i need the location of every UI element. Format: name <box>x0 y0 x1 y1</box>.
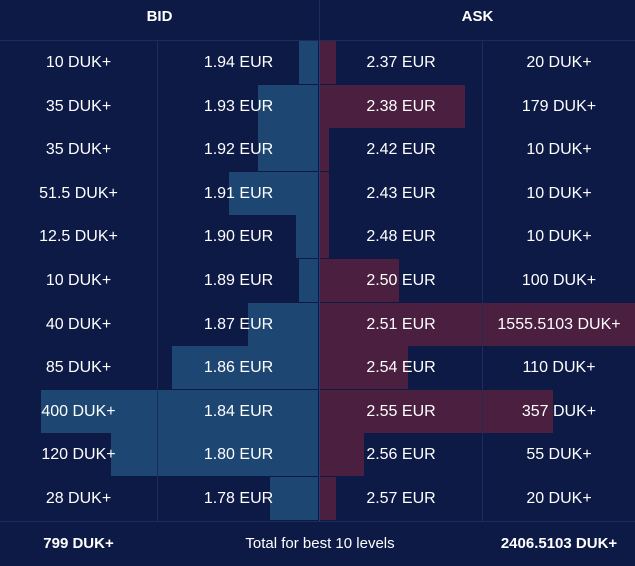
bid-price: 1.87 EUR <box>203 315 274 333</box>
bid-depth-bar <box>299 259 318 302</box>
bid-column-title: BID <box>146 8 173 25</box>
column-divider-ask <box>482 41 483 521</box>
ask-volume: 357 DUK+ <box>521 402 597 420</box>
bid-volume: 10 DUK+ <box>45 54 112 71</box>
bid-price: 1.92 EUR <box>203 141 274 159</box>
ask-depth-bar <box>320 346 408 390</box>
ask-volume: 1555.5103 DUK+ <box>497 315 621 333</box>
ask-price: 2.54 EUR <box>366 359 436 377</box>
ask-volume: 100 DUK+ <box>521 272 597 289</box>
bid-price: 1.91 EUR <box>203 184 274 202</box>
order-book-row[interactable]: 10 DUK+ 1.89 EUR 2.50 EUR 100 DUK+ <box>0 259 635 302</box>
order-book-row[interactable]: 35 DUK+ 1.93 EUR 2.38 EUR 179 DUK+ <box>0 84 635 128</box>
ask-price: 2.55 EUR <box>366 402 436 420</box>
bid-volume: 120 DUK+ <box>41 446 116 464</box>
ask-volume: 10 DUK+ <box>526 184 592 202</box>
order-book-header: BID ASK <box>0 0 635 41</box>
order-book-row[interactable]: 10 DUK+ 1.94 EUR 2.37 EUR 20 DUK+ <box>0 41 635 84</box>
bid-depth-bar <box>299 41 318 84</box>
bid-volume: 12.5 DUK+ <box>39 228 118 246</box>
ask-volume: 20 DUK+ <box>526 490 592 507</box>
column-divider-bid <box>157 41 158 521</box>
center-divider <box>319 41 320 521</box>
header-divider <box>319 0 320 40</box>
ask-depth-bar <box>320 84 465 128</box>
bid-depth-bar <box>258 128 318 172</box>
ask-price: 2.42 EUR <box>366 141 436 159</box>
order-book-row[interactable]: 400 DUK+ 1.84 EUR 2.55 EUR 357 DUK+ <box>0 389 635 433</box>
ask-depth-bar <box>320 41 336 84</box>
ask-total: 2406.5103 DUK+ <box>500 535 618 552</box>
ask-depth-bar <box>320 128 329 172</box>
order-book-row[interactable]: 85 DUK+ 1.86 EUR 2.54 EUR 110 DUK+ <box>0 346 635 390</box>
ask-price: 2.37 EUR <box>366 54 436 71</box>
ask-depth-bar <box>320 302 635 346</box>
ask-price: 2.51 EUR <box>366 315 436 333</box>
ask-price: 2.43 EUR <box>366 184 436 202</box>
order-book-row[interactable]: 40 DUK+ 1.87 EUR 2.51 EUR 1555.5103 DUK+ <box>0 302 635 346</box>
bid-volume: 28 DUK+ <box>45 490 112 507</box>
ask-volume: 20 DUK+ <box>526 54 592 71</box>
bid-volume: 400 DUK+ <box>41 402 116 420</box>
total-label: Total for best 10 levels <box>245 535 395 552</box>
ask-depth-bar <box>320 171 329 215</box>
order-book-levels: 10 DUK+ 1.94 EUR 2.37 EUR 20 DUK+ 35 DUK+ 1.9… <box>0 41 635 521</box>
ask-price: 2.56 EUR <box>366 446 436 464</box>
bid-price: 1.93 EUR <box>203 97 274 115</box>
order-book-row[interactable]: 12.5 DUK+ 1.90 EUR 2.48 EUR 10 DUK+ <box>0 215 635 259</box>
bid-price: 1.90 EUR <box>203 228 274 246</box>
ask-volume: 10 DUK+ <box>526 228 592 246</box>
bid-depth-bar <box>248 302 318 346</box>
bid-depth-bar <box>270 477 318 520</box>
bid-price: 1.89 EUR <box>203 272 274 289</box>
ask-price: 2.57 EUR <box>366 490 436 507</box>
bid-depth-bar <box>172 346 318 390</box>
bid-depth-bar <box>111 433 318 477</box>
bid-volume: 85 DUK+ <box>45 359 112 377</box>
ask-depth-bar <box>320 477 336 520</box>
ask-depth-bar <box>320 433 364 477</box>
bid-depth-bar <box>229 171 318 215</box>
bid-volume: 40 DUK+ <box>45 315 112 333</box>
bid-depth-bar <box>258 84 318 128</box>
ask-depth-bar <box>320 259 399 302</box>
bid-total: 799 DUK+ <box>43 535 114 552</box>
bid-price: 1.84 EUR <box>203 402 274 420</box>
order-book-row[interactable]: 51.5 DUK+ 1.91 EUR 2.43 EUR 10 DUK+ <box>0 171 635 215</box>
bid-volume: 51.5 DUK+ <box>39 184 118 202</box>
order-book-row[interactable]: 120 DUK+ 1.80 EUR 2.56 EUR 55 DUK+ <box>0 433 635 477</box>
order-book-row[interactable]: 35 DUK+ 1.92 EUR 2.42 EUR 10 DUK+ <box>0 128 635 172</box>
ask-volume: 10 DUK+ <box>526 141 592 159</box>
ask-depth-bar <box>320 215 329 259</box>
ask-volume: 55 DUK+ <box>526 446 592 464</box>
ask-column-title: ASK <box>461 8 494 25</box>
bid-depth-bar <box>296 215 318 259</box>
bid-price: 1.86 EUR <box>203 359 274 377</box>
ask-volume: 179 DUK+ <box>521 97 597 115</box>
order-book-footer: 799 DUK+ Total for best 10 levels 2406.5… <box>0 521 635 564</box>
ask-price: 2.48 EUR <box>366 228 436 246</box>
bid-price: 1.94 EUR <box>203 54 274 71</box>
bid-volume: 35 DUK+ <box>45 97 112 115</box>
ask-price: 2.38 EUR <box>366 97 436 115</box>
order-book-row[interactable]: 28 DUK+ 1.78 EUR 2.57 EUR 20 DUK+ <box>0 477 635 520</box>
bid-volume: 35 DUK+ <box>45 141 112 159</box>
bid-price: 1.80 EUR <box>203 446 274 464</box>
bid-volume: 10 DUK+ <box>45 272 112 289</box>
bid-price: 1.78 EUR <box>203 490 274 507</box>
bid-depth-bar <box>41 389 318 433</box>
ask-price: 2.50 EUR <box>366 272 436 289</box>
ask-depth-bar <box>320 389 553 433</box>
ask-volume: 110 DUK+ <box>522 359 596 377</box>
